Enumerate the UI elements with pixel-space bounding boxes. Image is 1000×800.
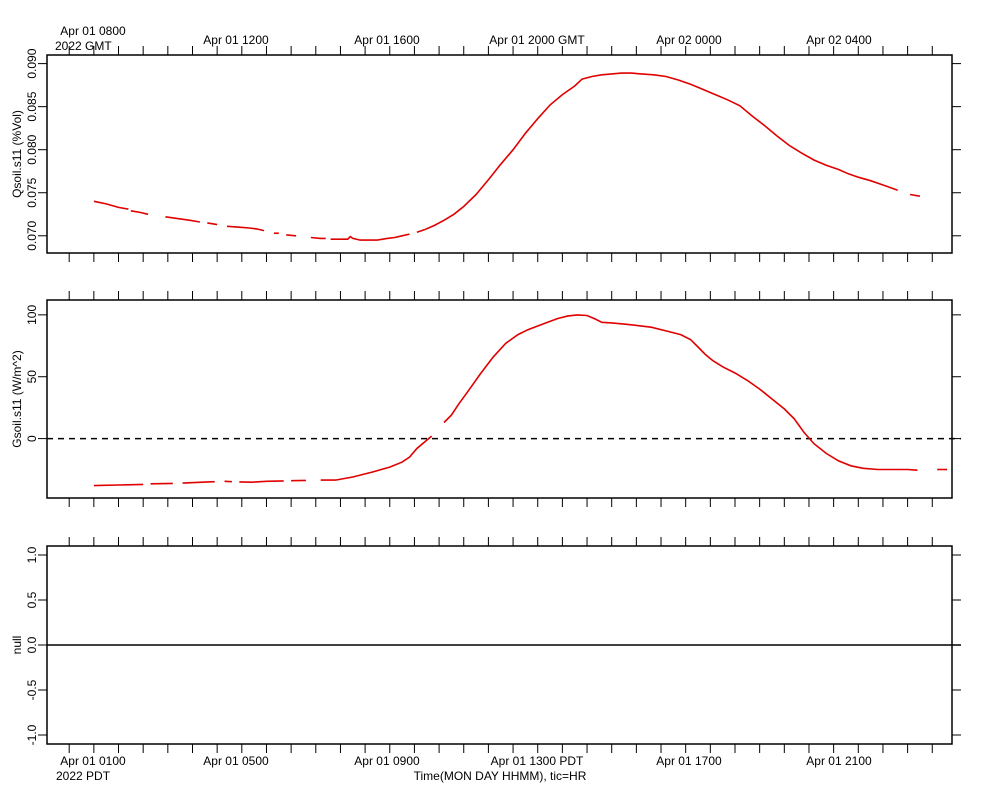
bottom-axis-year-label: 2022 PDT <box>56 769 111 783</box>
series-line-segment <box>207 222 218 226</box>
qsoil-panel: 0.070 0.075 0.080 0.085 0.090 Qsoil.s11 (%Vo… <box>10 46 961 262</box>
top-axis-label: Apr 01 2000 GMT <box>489 33 585 47</box>
y-tick-label: 0.070 <box>25 220 39 250</box>
top-axis-year-label: 2022 GMT <box>55 39 112 53</box>
gsoil-y-axis-label: Gsoil.s11 (W/m^2) <box>10 350 24 447</box>
bottom-axis-label: Apr 01 1700 <box>656 754 722 768</box>
series-line-segment <box>330 233 410 241</box>
top-axis-label: Apr 02 0000 <box>656 33 722 47</box>
bottom-axis-label: Apr 01 1300 PDT <box>491 754 584 768</box>
series-line-segment <box>130 210 149 216</box>
y-tick-label: 50 <box>25 370 39 384</box>
series-line-segment <box>443 314 918 471</box>
y-tick-label: 100 <box>25 305 39 325</box>
y-tick-label: 0.080 <box>25 134 39 164</box>
gsoil-plot-frame <box>46 299 953 499</box>
bottom-axis-label: Apr 01 0900 <box>354 754 420 768</box>
top-axis-label: Apr 02 0400 <box>806 33 872 47</box>
y-tick-label: 0.085 <box>25 91 39 121</box>
series-line-segment <box>93 483 144 487</box>
x-axis-title: Time(MON DAY HHMM), tic=HR <box>414 769 587 783</box>
series-line-segment <box>423 72 898 231</box>
y-tick-label: 1.0 <box>25 546 39 563</box>
series-line-segment <box>909 193 921 197</box>
qsoil-plot-frame <box>46 54 953 254</box>
top-axis: Apr 01 0800 2022 GMT Apr 01 1200 Apr 01 … <box>55 24 872 53</box>
series-line-segment <box>239 480 284 484</box>
null-y-ticks: -1.0 -0.5 0.0 0.5 1.0 <box>25 546 961 745</box>
gsoil-x-ticks <box>68 291 933 507</box>
top-axis-label: Apr 01 1200 <box>203 33 269 47</box>
null-x-ticks <box>68 537 933 753</box>
top-axis-label: Apr 01 1600 <box>354 33 420 47</box>
y-tick-label: -0.5 <box>25 679 39 700</box>
y-tick-label: 0.090 <box>25 48 39 78</box>
series-line-segment <box>416 229 425 234</box>
y-tick-label: 0.0 <box>25 636 39 653</box>
top-axis-label: Apr 01 0800 <box>60 24 126 38</box>
qsoil-y-ticks: 0.070 0.075 0.080 0.085 0.090 <box>25 48 961 251</box>
qsoil-y-axis-label: Qsoil.s11 (%Vol) <box>10 110 24 198</box>
y-tick-label: 0.075 <box>25 177 39 207</box>
series-line-segment <box>310 236 326 240</box>
y-tick-label: 0.5 <box>25 591 39 608</box>
gsoil-y-ticks: 0 50 100 <box>25 305 961 442</box>
series-line-segment <box>226 225 265 232</box>
y-tick-label: -1.0 <box>25 724 39 745</box>
bottom-axis-label: Apr 01 0500 <box>203 754 269 768</box>
bottom-axis: Apr 01 0100 Apr 01 0500 Apr 01 0900 Apr … <box>56 754 872 783</box>
series-line-segment <box>93 200 129 210</box>
qsoil-x-ticks <box>68 46 933 262</box>
y-tick-label: 0 <box>25 435 39 442</box>
bottom-axis-label: Apr 01 2100 <box>806 754 872 768</box>
series-line-segment <box>320 435 433 481</box>
null-panel: -1.0 -0.5 0.0 0.5 1.0 null <box>10 537 961 753</box>
qsoil-series <box>93 72 921 241</box>
gsoil-series <box>47 314 961 487</box>
series-line-segment <box>286 234 297 237</box>
bottom-axis-label: Apr 01 0100 <box>60 754 126 768</box>
null-y-axis-label: null <box>10 636 24 655</box>
series-line-segment <box>182 480 215 484</box>
gsoil-panel: 0 50 100 Gsoil.s11 (W/m^2) <box>10 291 961 507</box>
series-line-segment <box>165 216 201 223</box>
